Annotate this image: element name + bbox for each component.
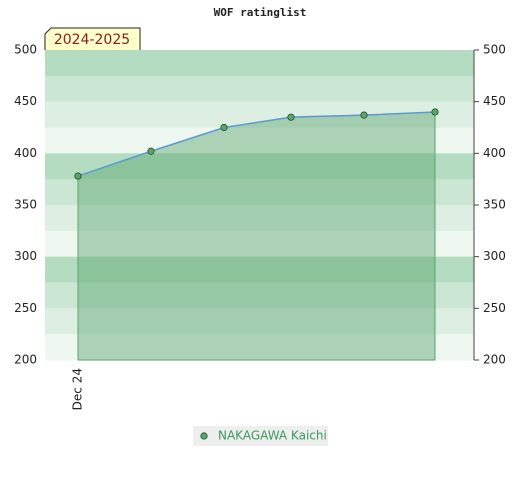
y-tick-label: 350 [14,198,37,212]
y2-tick-label: 400 [483,146,506,160]
background-band [45,101,474,128]
y-tick-label: 250 [14,301,37,315]
legend-label: NAKAGAWA Kaichi [218,429,327,443]
background-band [45,50,474,77]
point [287,113,295,121]
point [147,147,155,155]
background-band [45,127,474,154]
chart-title: WOF ratinglist [214,6,307,19]
point [74,172,82,180]
x-tick-label: Dec 24 [71,368,85,410]
y2-tick-label: 200 [483,353,506,367]
annotation-box [44,27,141,50]
y-tick-label: 200 [14,353,37,367]
y2-tick-label: 450 [483,94,506,108]
y-tick-label: 300 [14,249,37,263]
point [431,108,439,116]
y-tick-label: 450 [14,94,37,108]
background-band [45,282,474,309]
annotation: 2024-2025 [54,32,130,48]
point [220,123,228,132]
y2-tick-label: 300 [483,249,506,263]
background-band [45,230,474,258]
point [360,111,368,119]
background-band [45,75,474,103]
background-band [45,334,474,361]
background-band [45,153,474,180]
y2-tick-label: 500 [483,43,506,57]
line [77,111,436,177]
y2-tick-label: 350 [483,198,506,212]
y-tick-label: 500 [14,43,37,57]
background-band [45,179,474,206]
legend-marker [200,432,208,440]
legend-box [193,426,328,446]
y-tick-label: 400 [14,146,37,160]
y2-tick-label: 250 [483,301,506,315]
background-band [45,308,474,335]
background-band [45,205,474,232]
background-band [45,256,474,283]
